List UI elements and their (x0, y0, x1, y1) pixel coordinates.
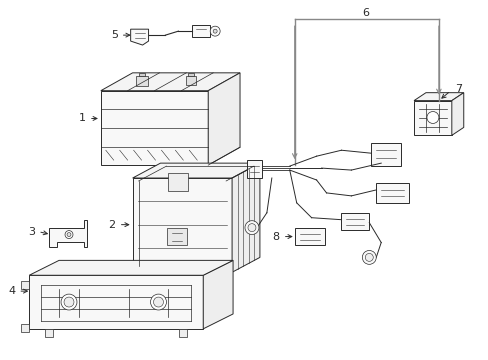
Polygon shape (192, 25, 210, 37)
Polygon shape (208, 73, 240, 165)
Circle shape (61, 294, 77, 310)
Polygon shape (167, 228, 187, 246)
Polygon shape (21, 281, 29, 289)
Polygon shape (130, 29, 148, 45)
Circle shape (244, 221, 258, 235)
Polygon shape (413, 93, 463, 100)
Circle shape (365, 253, 372, 261)
Text: 4: 4 (8, 286, 15, 296)
Text: 6: 6 (361, 8, 368, 18)
Text: 5: 5 (110, 30, 118, 40)
Polygon shape (132, 178, 232, 272)
Polygon shape (203, 260, 233, 329)
Polygon shape (375, 183, 408, 203)
Circle shape (426, 112, 438, 123)
Polygon shape (45, 329, 53, 337)
Circle shape (362, 251, 375, 264)
Polygon shape (246, 160, 262, 178)
Polygon shape (188, 73, 194, 76)
Polygon shape (21, 324, 29, 332)
Text: 8: 8 (272, 231, 279, 242)
Text: 1: 1 (79, 113, 86, 123)
Polygon shape (135, 76, 147, 86)
Polygon shape (168, 173, 188, 191)
Polygon shape (413, 100, 451, 135)
Circle shape (150, 294, 166, 310)
Circle shape (247, 224, 255, 231)
Polygon shape (232, 163, 260, 272)
Circle shape (153, 297, 163, 307)
Polygon shape (186, 76, 196, 85)
Polygon shape (451, 93, 463, 135)
Polygon shape (101, 91, 208, 165)
Polygon shape (49, 220, 87, 247)
Circle shape (213, 29, 217, 33)
Circle shape (67, 233, 71, 237)
Polygon shape (370, 143, 400, 166)
Polygon shape (101, 73, 240, 91)
Circle shape (64, 297, 74, 307)
Polygon shape (179, 329, 187, 337)
Polygon shape (341, 213, 368, 230)
Polygon shape (138, 73, 144, 76)
Text: 7: 7 (454, 84, 461, 94)
Polygon shape (132, 163, 260, 178)
Polygon shape (29, 275, 203, 329)
Text: 3: 3 (28, 226, 35, 237)
Circle shape (65, 231, 73, 239)
Polygon shape (29, 260, 233, 275)
Circle shape (210, 26, 220, 36)
Text: 2: 2 (108, 220, 116, 230)
Polygon shape (294, 228, 324, 246)
